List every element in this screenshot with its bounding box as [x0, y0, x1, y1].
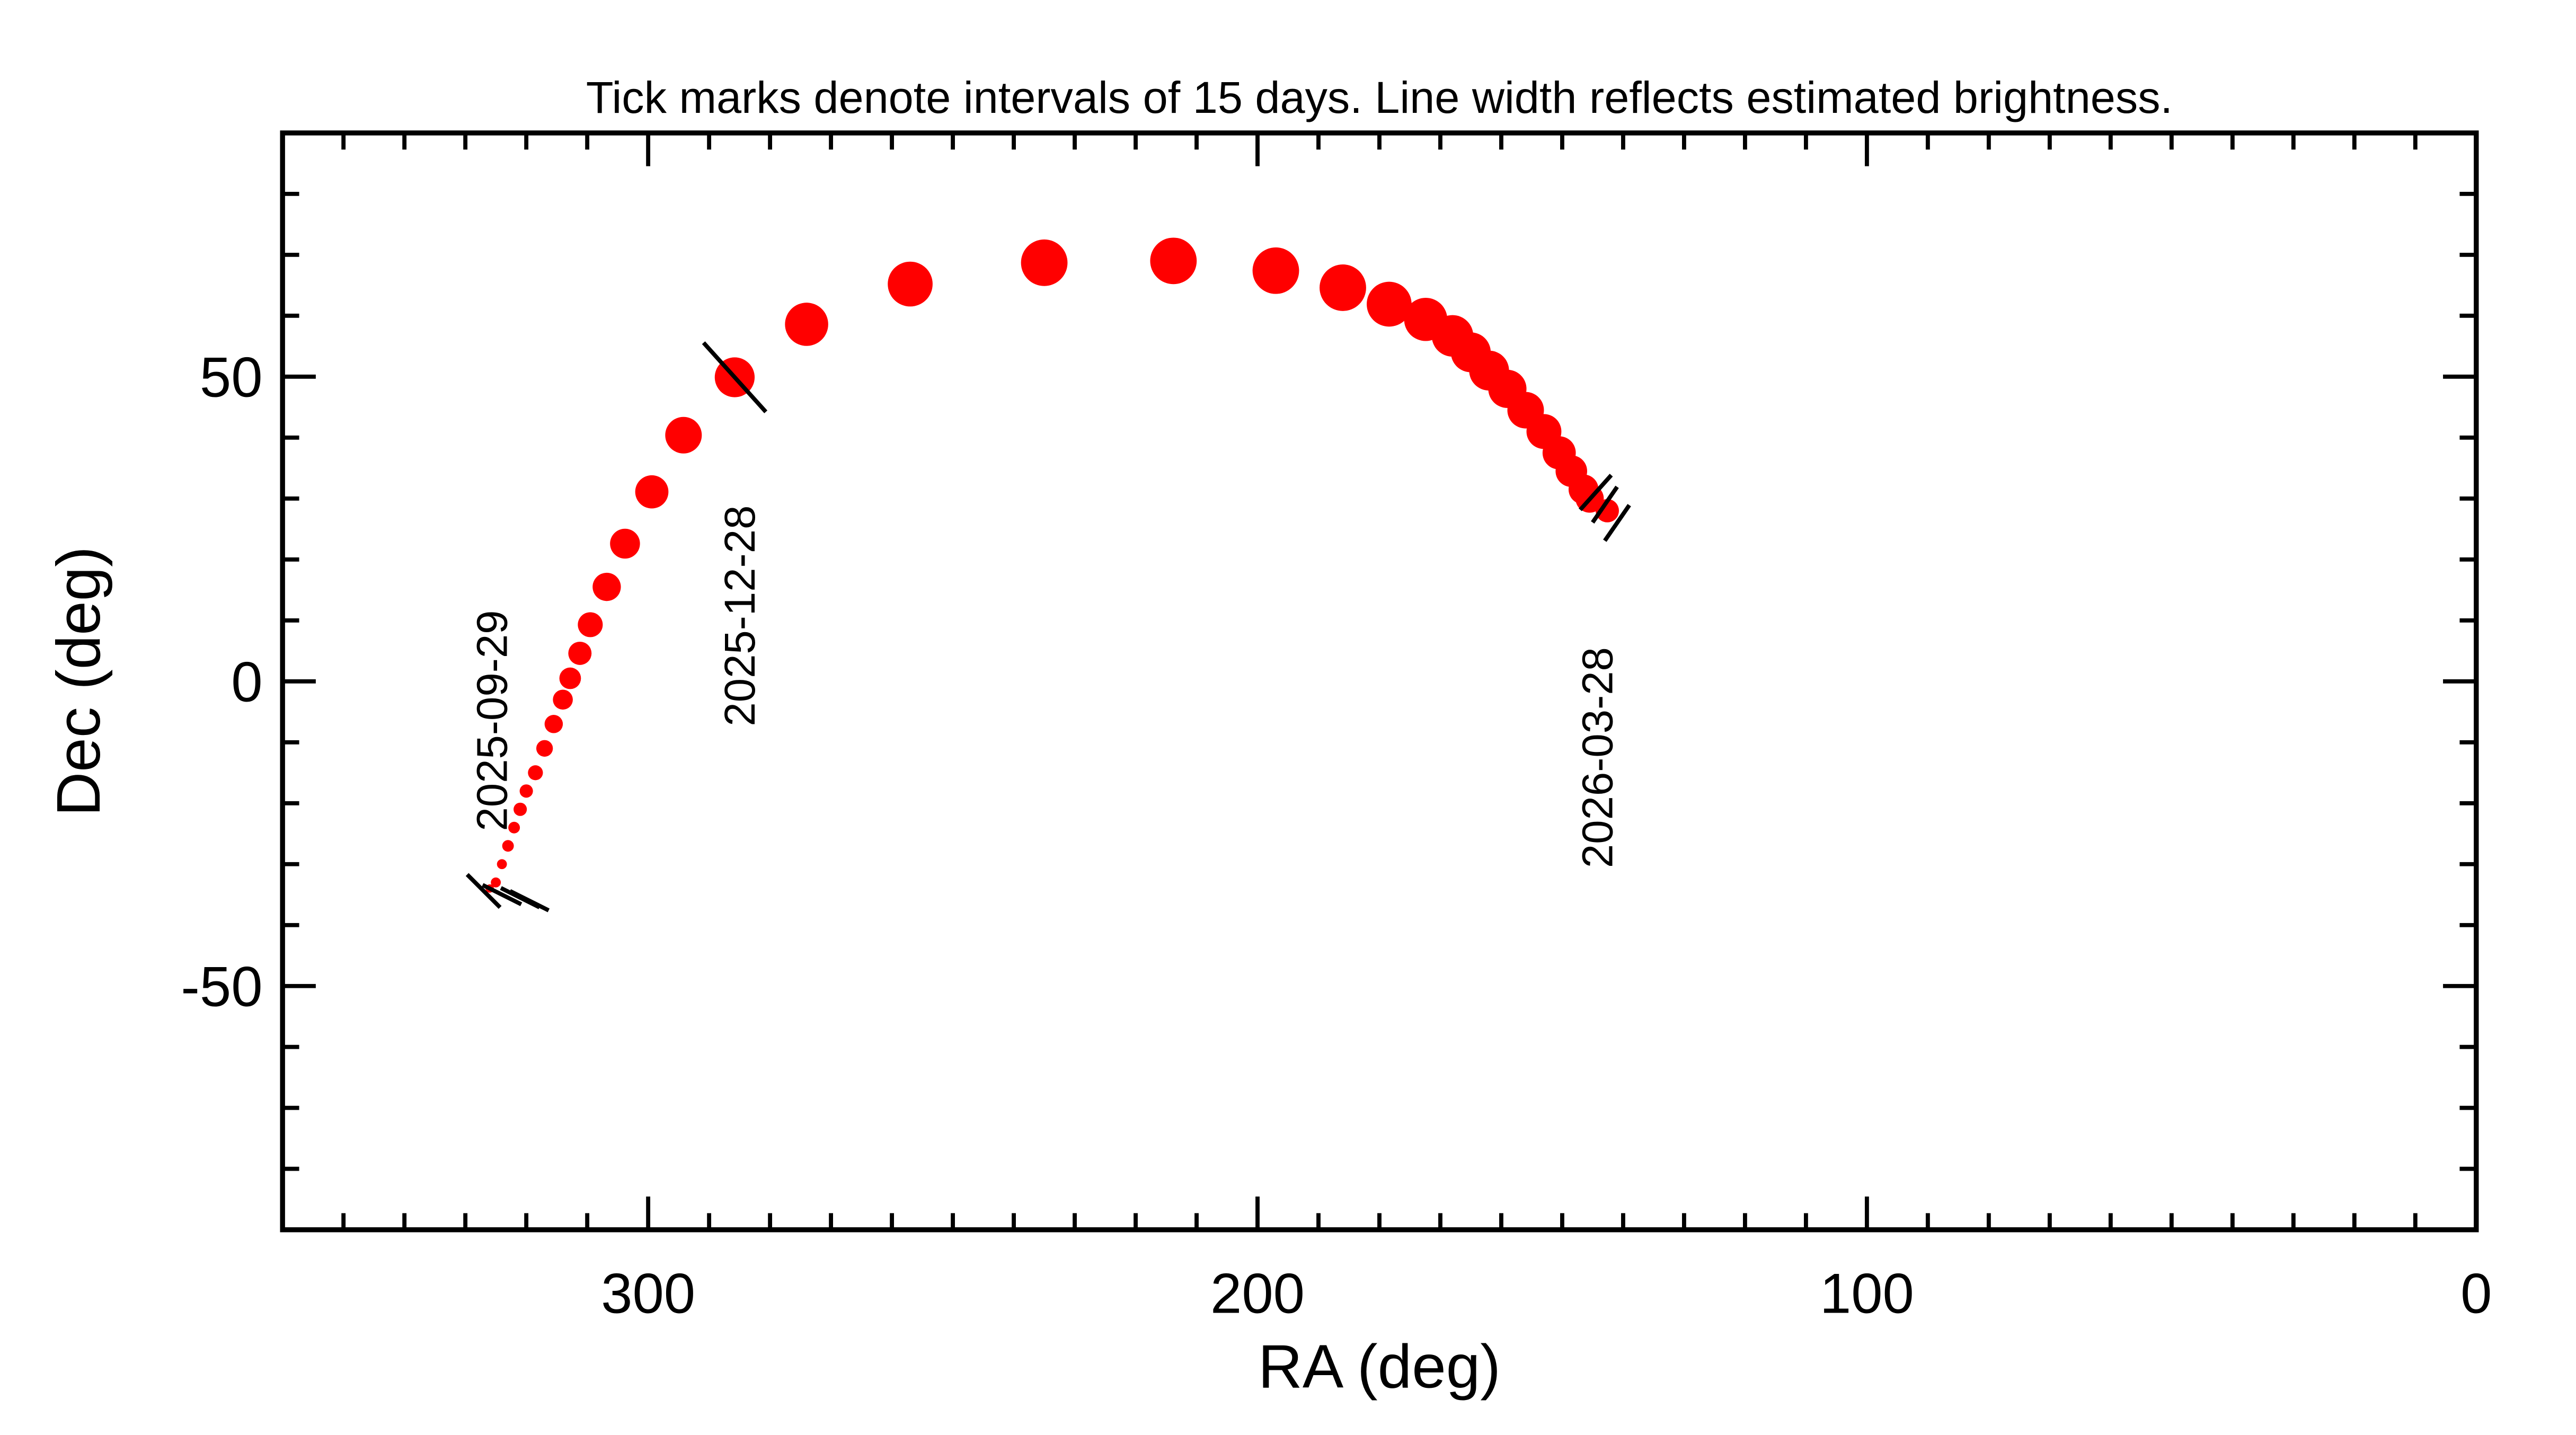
x-tick-label: 0 — [2460, 1261, 2492, 1325]
date-tick — [481, 883, 523, 906]
point — [519, 784, 533, 798]
date-label: 2025-12-28 — [716, 506, 764, 727]
date-tick — [1591, 485, 1619, 524]
point — [553, 689, 573, 710]
point — [502, 840, 514, 852]
date-tick — [1603, 504, 1631, 542]
point — [544, 715, 563, 733]
y-axis-label: Dec (deg) — [44, 546, 113, 816]
point — [1320, 264, 1366, 311]
date-label: 2026-03-28 — [1574, 647, 1622, 868]
date-tick — [1578, 474, 1613, 511]
point — [592, 572, 621, 601]
x-tick-label: 100 — [1820, 1261, 1914, 1325]
point — [785, 303, 828, 346]
point — [508, 821, 520, 834]
y-tick-label: 50 — [200, 345, 263, 409]
point — [635, 475, 669, 509]
point — [1596, 499, 1619, 522]
point — [1150, 237, 1197, 285]
point — [610, 528, 640, 559]
point — [1021, 239, 1068, 286]
date-label: 2025-09-29 — [468, 610, 517, 831]
point — [665, 417, 702, 454]
x-tick-label: 300 — [601, 1261, 695, 1325]
point — [536, 740, 553, 757]
x-axis-label: RA (deg) — [1258, 1332, 1501, 1401]
date-tick — [702, 341, 768, 413]
point — [888, 261, 933, 307]
y-tick-label: 0 — [231, 650, 262, 713]
point — [559, 667, 581, 689]
point — [578, 612, 603, 637]
y-tick-label: -50 — [181, 954, 262, 1018]
point — [568, 641, 592, 665]
point — [514, 802, 527, 816]
chart-title: Tick marks denote intervals of 15 days. … — [586, 72, 2173, 122]
point — [1252, 247, 1299, 294]
date-tick — [465, 873, 502, 909]
point — [491, 877, 501, 888]
x-tick-label: 200 — [1210, 1261, 1305, 1325]
point — [497, 859, 507, 870]
date-tick — [509, 889, 550, 913]
point — [528, 765, 543, 781]
point — [1367, 281, 1412, 327]
